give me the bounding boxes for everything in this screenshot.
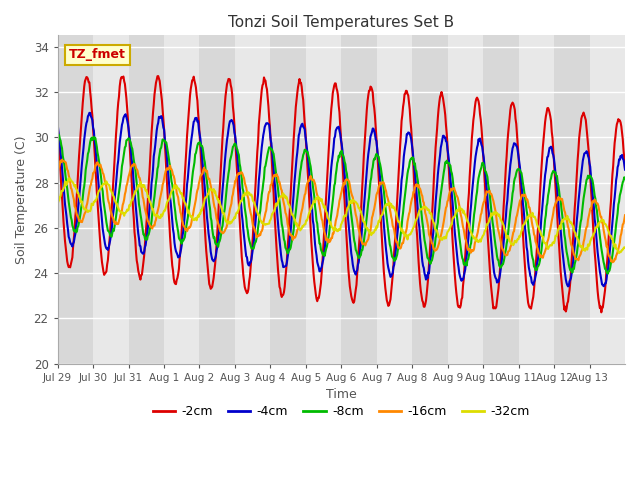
-2cm [120,78,128,84]
-4cm [225,121,233,127]
-16cm [54,168,61,174]
-2cm [253,148,261,154]
-2cm [401,91,408,97]
Bar [377,36,412,364]
Bar [306,36,341,364]
-8cm [225,167,233,172]
Line: -4cm: -4cm [58,113,625,287]
Bar [589,36,625,364]
-32cm [401,232,408,238]
Line: -2cm: -2cm [58,76,625,312]
Bar [554,36,589,364]
Line: -16cm: -16cm [58,160,625,262]
Bar [483,36,518,364]
-4cm [433,191,440,196]
-4cm [564,284,572,289]
Bar [200,36,235,364]
-8cm [621,176,629,181]
Bar [235,36,270,364]
-32cm [275,196,283,202]
Legend: -2cm, -4cm, -8cm, -16cm, -32cm: -2cm, -4cm, -8cm, -16cm, -32cm [148,400,535,423]
-32cm [225,219,233,225]
-4cm [54,120,61,126]
-16cm [275,179,283,185]
-16cm [58,157,66,163]
-4cm [621,167,629,172]
-2cm [225,76,233,82]
-4cm [275,229,283,235]
Bar [412,36,448,364]
Line: -8cm: -8cm [58,135,625,274]
-2cm [154,73,162,79]
Text: TZ_fmet: TZ_fmet [69,48,126,61]
Title: Tonzi Soil Temperatures Set B: Tonzi Soil Temperatures Set B [228,15,454,30]
Bar [58,36,93,364]
-16cm [253,234,261,240]
-16cm [401,233,408,239]
-4cm [86,110,93,116]
-2cm [621,166,629,172]
-4cm [253,198,261,204]
Bar [341,36,377,364]
-8cm [121,144,129,150]
Bar [448,36,483,364]
Bar [270,36,306,364]
-32cm [65,175,72,181]
-32cm [253,209,261,215]
-32cm [615,250,623,256]
-16cm [621,212,629,218]
-2cm [598,310,605,315]
Bar [164,36,200,364]
-4cm [401,148,408,154]
-8cm [401,196,408,202]
X-axis label: Time: Time [326,388,356,401]
-2cm [433,136,440,142]
-4cm [121,112,129,118]
-16cm [121,192,129,197]
Bar [518,36,554,364]
-8cm [55,132,63,138]
Line: -32cm: -32cm [58,178,625,253]
-2cm [275,275,283,281]
-32cm [433,228,440,233]
-8cm [253,232,261,238]
-8cm [275,193,283,199]
-8cm [604,271,612,276]
-16cm [225,211,233,216]
-8cm [54,134,61,140]
Bar [93,36,129,364]
-32cm [121,210,129,216]
Bar [129,36,164,364]
-2cm [54,120,61,126]
-32cm [54,202,61,207]
-8cm [433,232,440,238]
-16cm [609,259,616,265]
-32cm [621,245,629,251]
-16cm [433,247,440,253]
Y-axis label: Soil Temperature (C): Soil Temperature (C) [15,135,28,264]
